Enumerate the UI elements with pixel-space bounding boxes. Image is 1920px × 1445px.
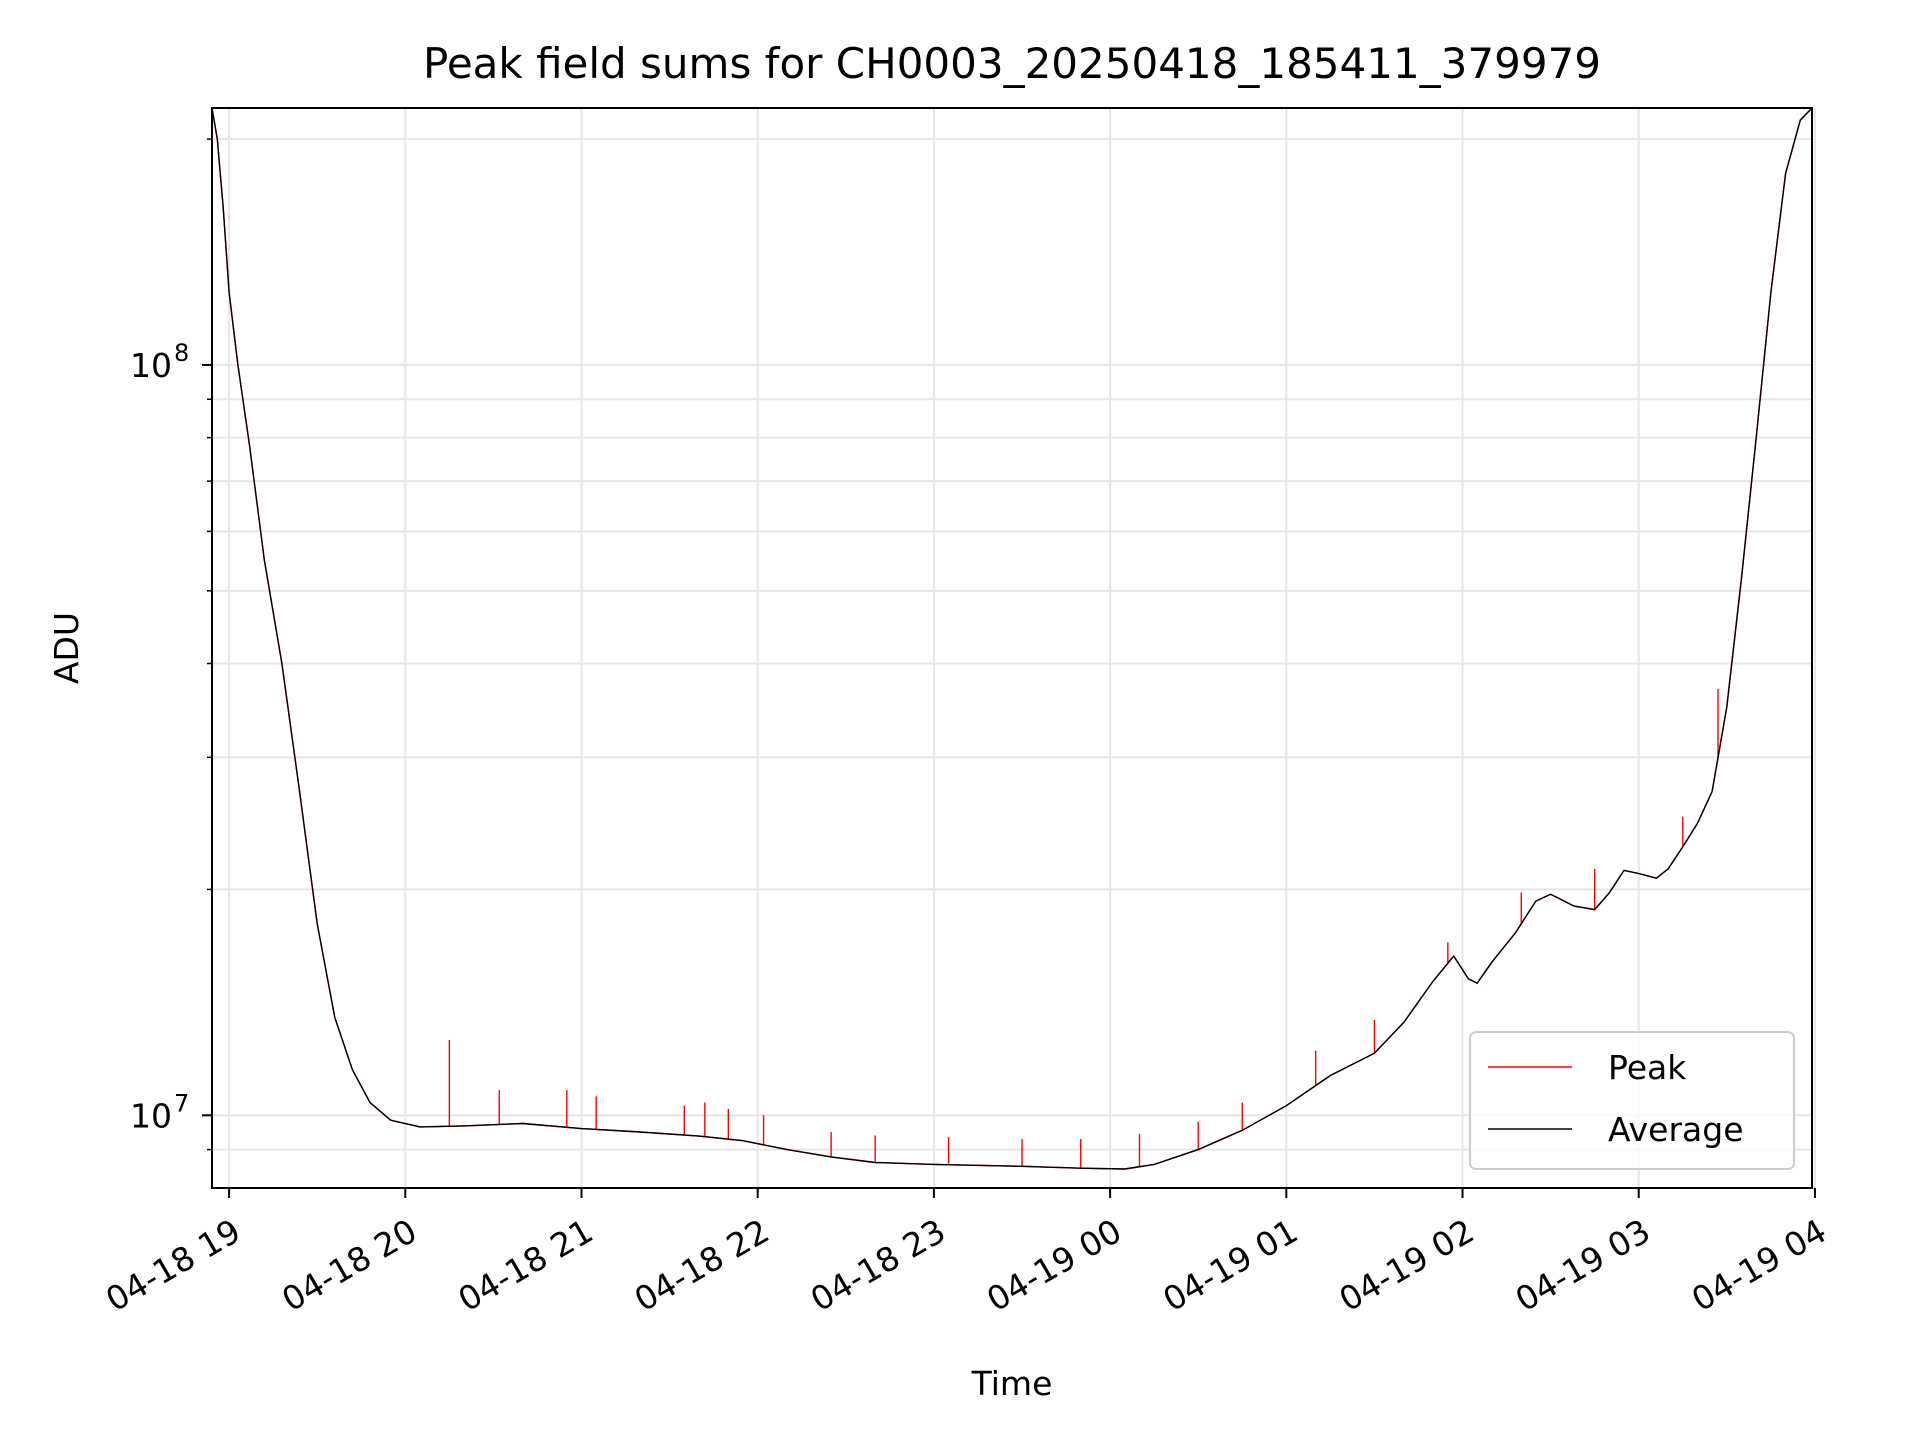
y-tick-exponent: 7 (174, 1089, 189, 1117)
grid-layer (212, 108, 1816, 1188)
y-tick-exponent: 8 (174, 339, 189, 367)
x-axis-label: Time (971, 1364, 1053, 1403)
x-tick-label: 04-18 20 (275, 1211, 423, 1319)
plot-frame (211, 107, 1813, 1189)
y-axis-label: ADU (47, 612, 86, 684)
x-tick-label: 04-19 03 (1509, 1211, 1657, 1319)
x-tick-label: 04-18 19 (99, 1211, 247, 1319)
series-layer (211, 107, 1813, 1170)
legend-label-peak: Peak (1608, 1048, 1687, 1087)
y-tick-label: 10 (130, 346, 172, 385)
y-tick-label: 10 (130, 1096, 172, 1135)
x-tick-label: 04-18 23 (804, 1211, 952, 1319)
x-tick-label: 04-18 21 (451, 1211, 599, 1319)
x-tick-label: 04-19 01 (1156, 1211, 1304, 1319)
legend: Peak Average (1469, 1031, 1795, 1170)
x-tick-label: 04-19 02 (1333, 1211, 1481, 1319)
x-tick-label: 04-19 04 (1685, 1211, 1833, 1319)
series-line-average (211, 107, 1813, 1170)
chart-title: Peak field sums for CH0003_20250418_1854… (423, 39, 1601, 88)
x-tick-label: 04-19 00 (980, 1211, 1128, 1319)
legend-label-average: Average (1608, 1110, 1744, 1149)
x-tick-label: 04-18 22 (628, 1211, 776, 1319)
series-line-peak (211, 107, 1813, 1170)
